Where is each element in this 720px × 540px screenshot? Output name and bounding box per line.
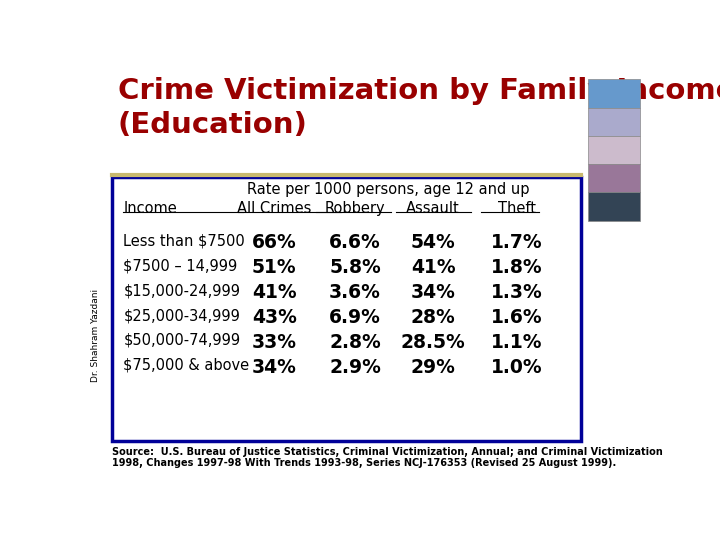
Text: $25,000-34,999: $25,000-34,999 (124, 308, 240, 323)
FancyBboxPatch shape (588, 79, 639, 107)
Text: 28%: 28% (411, 308, 456, 327)
Text: 6.9%: 6.9% (329, 308, 381, 327)
Text: 1.3%: 1.3% (491, 283, 543, 302)
Text: 1.8%: 1.8% (491, 258, 543, 277)
Text: 3.6%: 3.6% (329, 283, 381, 302)
Text: 41%: 41% (411, 258, 456, 277)
Text: 2.8%: 2.8% (329, 333, 381, 352)
Text: $75,000 & above: $75,000 & above (124, 358, 250, 373)
Text: 2.9%: 2.9% (329, 358, 381, 377)
Text: Dr. Shahram Yazdani: Dr. Shahram Yazdani (91, 288, 100, 382)
Text: Assault: Assault (406, 201, 460, 216)
Text: 1.0%: 1.0% (491, 358, 543, 377)
Text: Theft: Theft (498, 201, 536, 216)
FancyBboxPatch shape (588, 107, 639, 136)
Text: 28.5%: 28.5% (401, 333, 466, 352)
Text: 34%: 34% (252, 358, 297, 377)
FancyBboxPatch shape (112, 177, 581, 441)
Text: 41%: 41% (252, 283, 297, 302)
Text: $7500 – 14,999: $7500 – 14,999 (124, 258, 238, 273)
Text: Rate per 1000 persons, age 12 and up: Rate per 1000 persons, age 12 and up (247, 182, 530, 197)
Text: 34%: 34% (410, 283, 456, 302)
FancyBboxPatch shape (588, 164, 639, 192)
Text: 6.6%: 6.6% (329, 233, 381, 252)
Text: 1.1%: 1.1% (491, 333, 543, 352)
FancyBboxPatch shape (588, 192, 639, 221)
Text: 43%: 43% (252, 308, 297, 327)
Text: 66%: 66% (252, 233, 297, 252)
Text: 1.6%: 1.6% (491, 308, 543, 327)
Text: 51%: 51% (252, 258, 297, 277)
Text: All Crimes: All Crimes (237, 201, 311, 216)
FancyBboxPatch shape (588, 136, 639, 164)
Text: Source:  U.S. Bureau of Justice Statistics, Criminal Victimization, Annual; and : Source: U.S. Bureau of Justice Statistic… (112, 447, 663, 468)
Text: 1.7%: 1.7% (491, 233, 543, 252)
Text: $50,000-74,999: $50,000-74,999 (124, 333, 240, 348)
Text: 29%: 29% (410, 358, 456, 377)
Text: Income: Income (124, 201, 177, 216)
Text: Less than $7500: Less than $7500 (124, 233, 246, 248)
Text: Robbery: Robbery (325, 201, 385, 216)
Text: 54%: 54% (411, 233, 456, 252)
Text: 5.8%: 5.8% (329, 258, 381, 277)
Text: $15,000-24,999: $15,000-24,999 (124, 283, 240, 298)
Text: 33%: 33% (252, 333, 297, 352)
Text: Crime Victimization by Family Income
(Education): Crime Victimization by Family Income (Ed… (118, 77, 720, 139)
